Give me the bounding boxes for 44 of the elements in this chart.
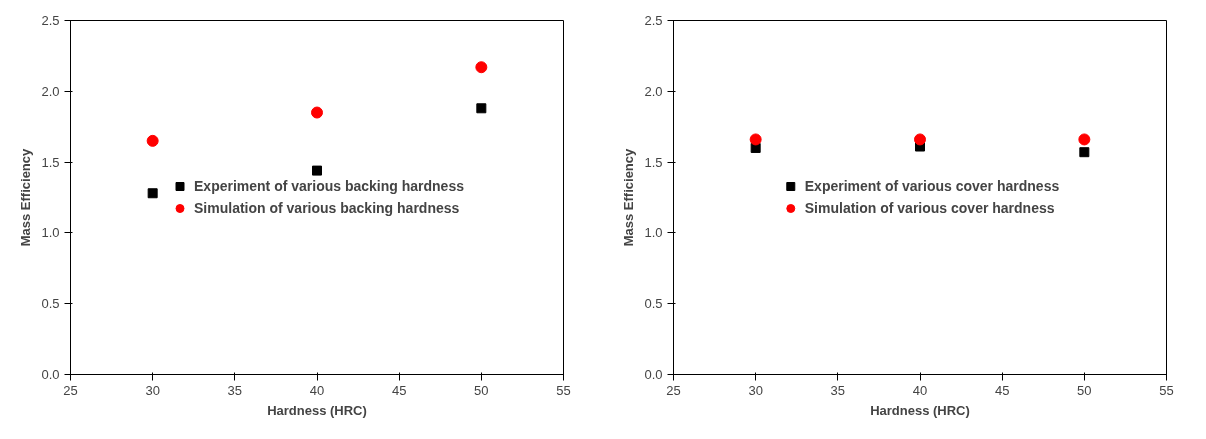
point xyxy=(1079,147,1090,158)
y-tick-label: 0.5 xyxy=(644,296,663,312)
x-tick-label: 55 xyxy=(556,382,571,398)
y-axis-title: Mass Efficiency xyxy=(621,147,637,247)
point xyxy=(146,134,159,147)
x-tick-label: 35 xyxy=(227,382,243,398)
x-tick-label: 45 xyxy=(994,382,1010,398)
y-tick-label: 2.5 xyxy=(644,13,663,28)
legend-label: Simulation of various cover hardness xyxy=(804,200,1055,216)
y-tick-label: 1.0 xyxy=(41,225,60,241)
x-tick-label: 30 xyxy=(145,382,160,398)
x-axis-title: Hardness (HRC) xyxy=(267,402,367,418)
point xyxy=(147,188,158,199)
x-tick-label: 45 xyxy=(391,382,407,398)
x-tick-label: 50 xyxy=(1077,382,1092,398)
legend-label: Experiment of various cover hardness xyxy=(804,178,1060,194)
y-tick-label: 2.0 xyxy=(41,83,60,99)
x-axis-title: Hardness (HRC) xyxy=(870,402,970,418)
point xyxy=(475,61,488,74)
x-tick-label: 50 xyxy=(474,382,489,398)
y-tick-label: 2.0 xyxy=(644,83,663,99)
x-tick-label: 35 xyxy=(830,382,846,398)
point xyxy=(749,133,762,146)
y-tick-label: 0.5 xyxy=(41,296,60,312)
legend-label: Simulation of various backing hardness xyxy=(194,200,460,216)
point xyxy=(312,165,322,176)
x-tick-label: 40 xyxy=(309,382,325,398)
x-tick-label: 40 xyxy=(912,382,928,398)
x-tick-label: 30 xyxy=(748,382,763,398)
point xyxy=(476,103,487,114)
y-tick-label: 2.5 xyxy=(41,13,60,28)
x-tick-label: 25 xyxy=(666,382,681,398)
point xyxy=(914,133,926,146)
y-axis-title: Mass Efficiency xyxy=(18,147,34,247)
point xyxy=(311,106,323,119)
x-tick-label: 55 xyxy=(1159,382,1174,398)
legend-label: Experiment of various backing hardness xyxy=(194,178,464,194)
y-tick-label: 1.5 xyxy=(41,154,60,170)
x-tick-label: 25 xyxy=(63,382,78,398)
y-tick-label: 1.0 xyxy=(644,225,663,241)
y-tick-label: 1.5 xyxy=(644,154,663,170)
point xyxy=(1078,133,1091,146)
y-tick-label: 0.0 xyxy=(41,367,60,382)
y-tick-label: 0.0 xyxy=(644,367,663,382)
